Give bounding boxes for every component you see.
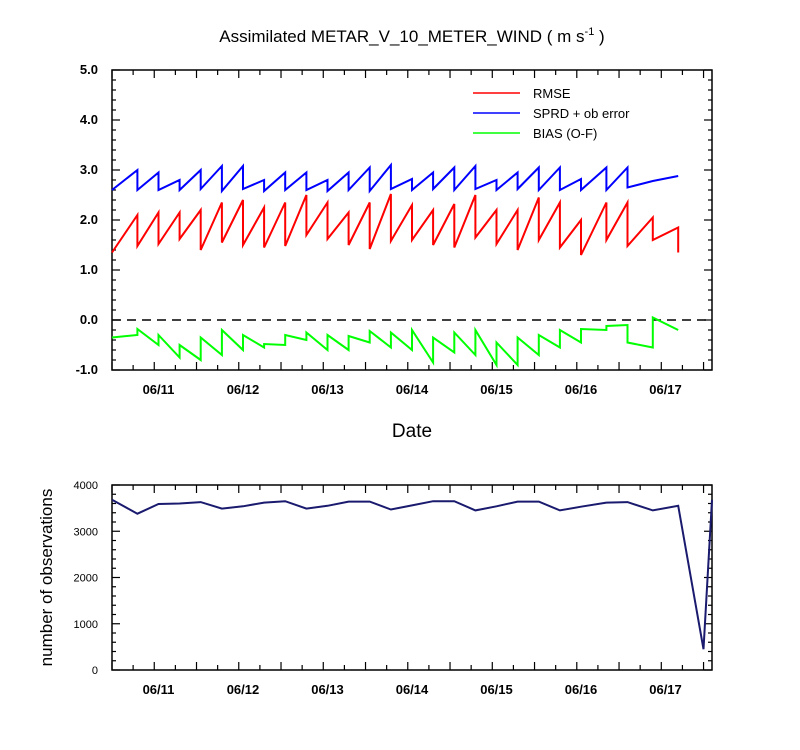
y-tick-label: 5.0 bbox=[80, 62, 98, 77]
legend-label: SPRD + ob error bbox=[533, 106, 630, 121]
y-tick-label: 1.0 bbox=[80, 262, 98, 277]
x-tick-label: 06/15 bbox=[480, 682, 513, 697]
x-tick-label: 06/15 bbox=[480, 382, 513, 397]
series-line-rmse bbox=[111, 193, 680, 256]
x-tick-label: 06/14 bbox=[396, 682, 429, 697]
x-tick-label: 06/16 bbox=[565, 682, 598, 697]
chart-title: Assimilated METAR_V_10_METER_WIND ( m s-… bbox=[219, 26, 604, 46]
x-axis-label: Date bbox=[392, 421, 432, 442]
y-tick-label: 3.0 bbox=[80, 162, 98, 177]
series-line-sprd-ob-error bbox=[111, 162, 679, 194]
y-tick-label: 2000 bbox=[74, 573, 98, 585]
x-tick-label: 06/12 bbox=[227, 382, 260, 397]
series-line-observations bbox=[111, 498, 713, 650]
x-tick-label: 06/14 bbox=[396, 382, 429, 397]
y-tick-label: 1000 bbox=[74, 619, 98, 631]
legend-label: RMSE bbox=[533, 86, 571, 101]
y-tick-label: 3000 bbox=[74, 526, 98, 538]
x-tick-label: 06/13 bbox=[311, 682, 344, 697]
y-tick-label: -1.0 bbox=[76, 362, 98, 377]
x-tick-label: 06/13 bbox=[311, 382, 344, 397]
x-tick-label: 06/11 bbox=[143, 382, 175, 397]
y-tick-label: 0 bbox=[92, 665, 98, 677]
y-axis-label: number of observations bbox=[37, 489, 56, 667]
series-line-bias-o-f- bbox=[111, 315, 679, 369]
y-tick-label: 2.0 bbox=[80, 212, 98, 227]
x-tick-label: 06/11 bbox=[143, 682, 175, 697]
x-tick-label: 06/16 bbox=[565, 382, 598, 397]
legend-label: BIAS (O-F) bbox=[533, 126, 597, 141]
x-tick-label: 06/17 bbox=[649, 682, 682, 697]
y-tick-label: 4000 bbox=[74, 480, 98, 492]
x-tick-label: 06/17 bbox=[649, 382, 682, 397]
plot-frame-2 bbox=[111, 484, 713, 671]
y-tick-label: 0.0 bbox=[80, 312, 98, 327]
x-tick-label: 06/12 bbox=[227, 682, 260, 697]
y-tick-label: 4.0 bbox=[80, 112, 98, 127]
